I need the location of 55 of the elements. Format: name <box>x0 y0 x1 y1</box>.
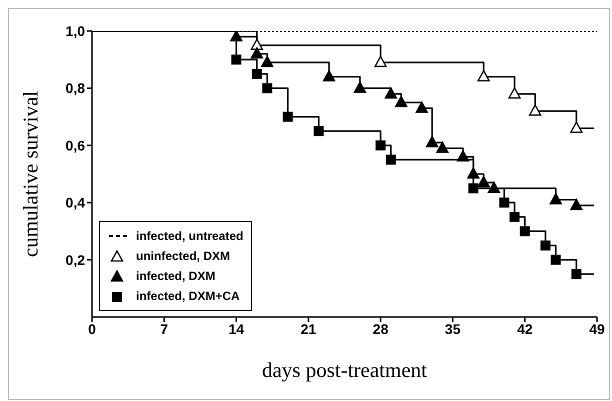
point <box>261 56 274 68</box>
x-tick-label: 35 <box>444 320 461 337</box>
point <box>395 96 408 108</box>
x-tick-label: 0 <box>88 320 96 337</box>
point <box>282 112 293 122</box>
x-tick-label: 14 <box>228 320 244 337</box>
point <box>510 212 520 222</box>
point <box>374 56 387 68</box>
point <box>354 82 366 93</box>
point <box>570 198 583 210</box>
point <box>386 154 396 165</box>
point <box>570 122 583 133</box>
y-tick-label: 1,0 <box>66 22 86 39</box>
legend-label: infected, DXM+CA <box>136 289 240 303</box>
point <box>520 226 530 236</box>
point <box>477 176 490 188</box>
point <box>322 70 336 82</box>
y-tick-label: 0,6 <box>66 137 86 154</box>
x-axis-title: days post-treatment <box>262 358 428 382</box>
y-tick-label: 0,2 <box>66 252 86 268</box>
point <box>540 240 550 250</box>
point <box>499 198 510 208</box>
point <box>477 70 490 82</box>
point <box>550 193 562 204</box>
point <box>571 269 582 280</box>
point <box>488 182 500 193</box>
x-tick-label: 21 <box>300 320 316 337</box>
point <box>426 136 438 148</box>
x-tick-label: 7 <box>160 320 168 337</box>
point <box>230 31 242 42</box>
point <box>314 126 324 136</box>
legend-label: infected, untreated <box>136 229 244 243</box>
y-tick-label: 0,8 <box>66 80 86 96</box>
point <box>550 254 561 265</box>
point <box>262 83 272 94</box>
x-tick-label: 49 <box>589 320 605 337</box>
point <box>231 54 242 65</box>
point <box>250 47 264 59</box>
point <box>252 68 262 79</box>
point <box>529 104 542 116</box>
legend-label: uninfected, DXM <box>136 249 230 263</box>
legend-label: infected, DXM <box>136 269 216 283</box>
x-tick-label: 28 <box>372 320 389 337</box>
x-tick-label: 42 <box>517 320 533 337</box>
y-axis-title: cumulative survival <box>18 90 42 258</box>
point <box>468 183 478 194</box>
y-tick-label: 0,4 <box>66 194 86 211</box>
point <box>416 102 428 113</box>
point <box>250 38 264 50</box>
point <box>384 87 398 99</box>
point <box>376 140 386 150</box>
point <box>467 167 480 179</box>
point <box>456 150 470 162</box>
point <box>508 87 521 99</box>
point <box>436 142 449 153</box>
